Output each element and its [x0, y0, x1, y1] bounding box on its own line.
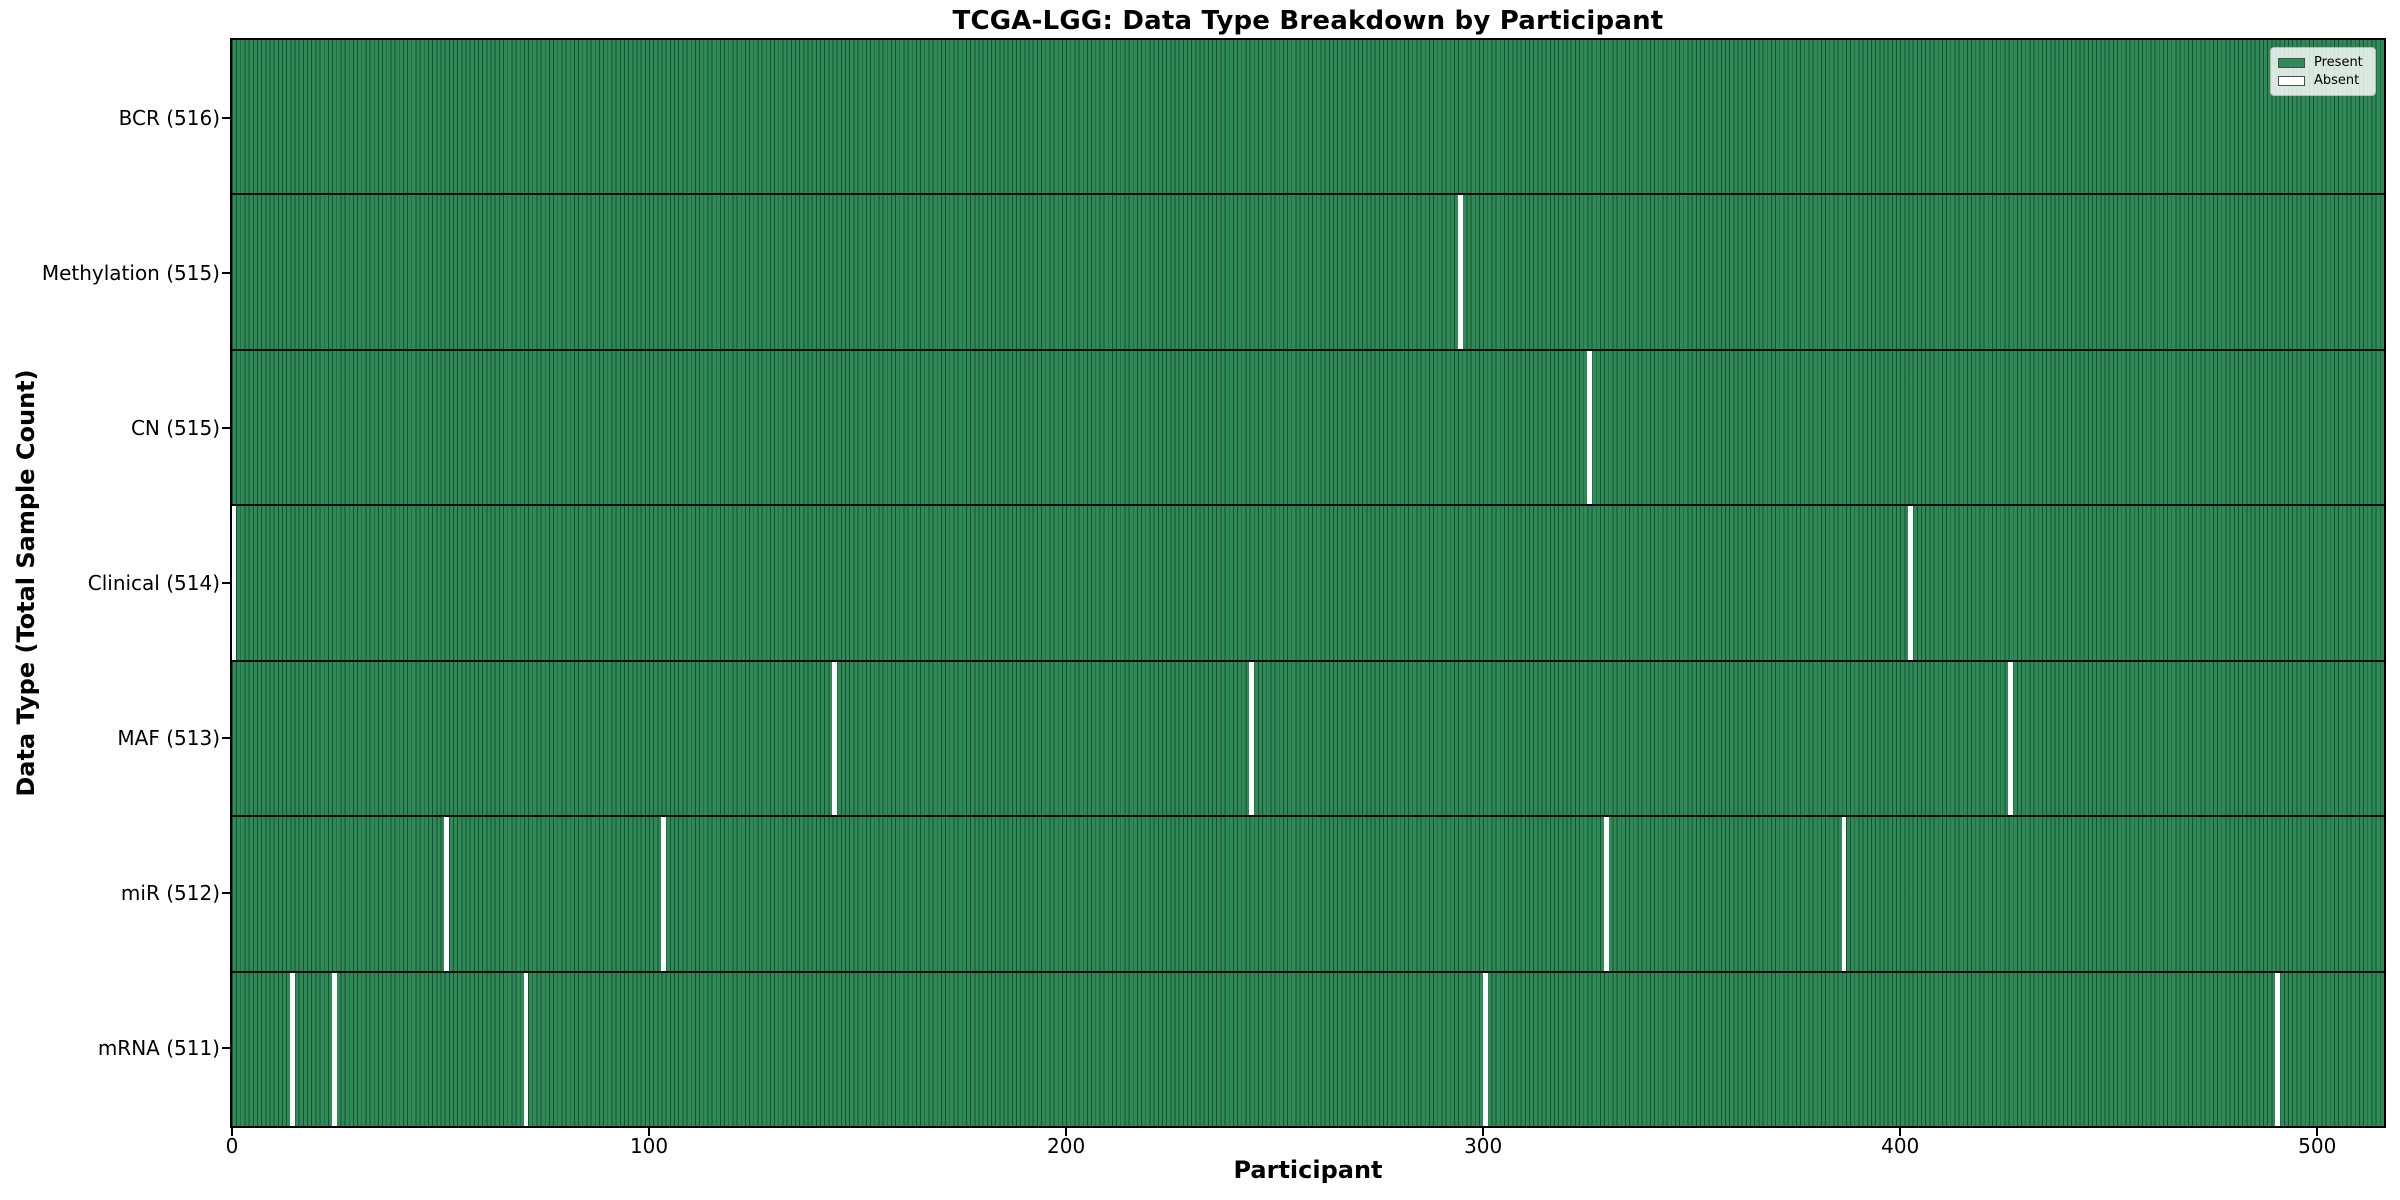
heatmap-row-Methylation	[232, 195, 2384, 351]
y-tick-mark	[222, 892, 230, 895]
heatmap-row-miR	[232, 817, 2384, 973]
y-tick-mark	[222, 1047, 230, 1050]
absent-marker	[1908, 506, 1913, 660]
x-tick-mark	[1899, 1128, 1902, 1136]
x-tick-label-0: 0	[225, 1134, 239, 1158]
chart-title: TCGA-LGG: Data Type Breakdown by Partici…	[952, 6, 1664, 36]
y-tick-label-mRNA: mRNA (511)	[97, 1036, 220, 1061]
absent-marker	[290, 972, 295, 1126]
absent-marker	[2275, 972, 2281, 1126]
y-tick-label-Clinical: Clinical (514)	[87, 571, 220, 595]
heatmap-row-MAF	[232, 661, 2384, 818]
x-tick-label-300: 300	[1464, 1134, 1503, 1158]
y-tick-label-BCR: BCR (516)	[118, 105, 220, 130]
y-tick-mark	[222, 737, 230, 740]
legend-entry-present: Present	[2278, 54, 2368, 71]
y-tick-mark	[222, 582, 230, 584]
absent-marker	[523, 972, 529, 1126]
x-tick-label-400: 400	[1881, 1134, 1920, 1158]
absent-marker	[1587, 350, 1592, 505]
heatmap-row-CN	[232, 350, 2384, 507]
y-tick-label-miR: miR (512)	[120, 881, 220, 906]
absent-marker	[444, 817, 450, 971]
x-tick-label-200: 200	[1047, 1134, 1086, 1158]
y-tick-mark	[222, 426, 230, 429]
y-tick-mark	[222, 271, 230, 274]
legend-label: Absent	[2314, 72, 2360, 88]
legend-entry-absent: Absent	[2278, 72, 2368, 89]
heatmap-row-Clinical	[231, 506, 2384, 662]
absent-marker	[661, 817, 667, 971]
x-tick-label-500: 500	[2298, 1134, 2337, 1158]
absent-marker	[832, 661, 837, 816]
absent-marker	[1841, 817, 1847, 971]
x-tick-mark	[648, 1128, 651, 1136]
y-tick-mark	[222, 116, 230, 119]
absent-marker	[1603, 817, 1609, 971]
x-axis-label: Participant	[1233, 1156, 1383, 1184]
plot-area	[230, 38, 2386, 1128]
y-tick-label-Methylation: Methylation (515)	[41, 260, 220, 285]
absent-marker	[331, 972, 337, 1126]
present-swatch-icon	[2278, 57, 2305, 68]
absent-marker	[1457, 195, 1463, 349]
x-tick-mark	[1065, 1128, 1068, 1136]
absent-marker	[231, 506, 237, 660]
legend: Present Absent	[2270, 47, 2376, 96]
x-tick-mark	[2316, 1128, 2319, 1136]
y-tick-label-MAF: MAF (513)	[117, 726, 220, 751]
heatmap-row-mRNA	[232, 972, 2384, 1126]
x-tick-mark	[231, 1128, 233, 1136]
x-tick-mark	[1482, 1128, 1485, 1136]
absent-marker	[1249, 661, 1255, 816]
legend-label: Present	[2314, 54, 2363, 70]
absent-marker	[2008, 661, 2014, 816]
x-tick-label-100: 100	[629, 1134, 669, 1158]
y-tick-label-CN: CN (515)	[130, 415, 220, 440]
heatmap-row-BCR	[232, 40, 2384, 196]
absent-marker	[1482, 972, 1488, 1126]
absent-swatch-icon	[2278, 75, 2305, 86]
